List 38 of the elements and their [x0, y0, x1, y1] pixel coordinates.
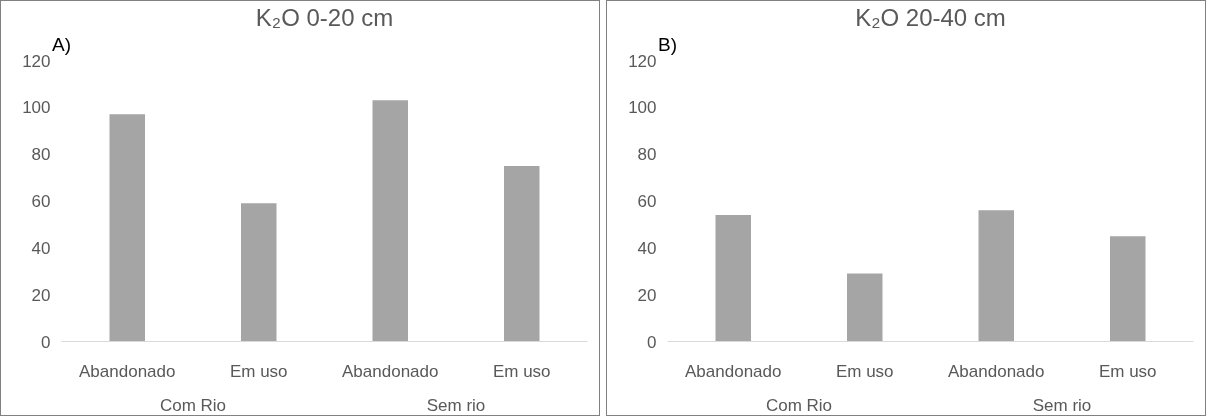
bar [504, 165, 540, 342]
x-tick-label: Abandonado [342, 361, 439, 381]
bar [109, 114, 145, 342]
bar [372, 100, 408, 342]
y-tick-label: 100 [22, 98, 51, 118]
x-tick-label: Em uso [835, 361, 894, 381]
y-tick-label: 20 [31, 285, 51, 305]
x-tick-label: Em uso [492, 361, 551, 381]
y-tick-label: 60 [637, 192, 657, 211]
y-tick-label: 80 [637, 145, 657, 165]
y-tick-label: 20 [637, 285, 657, 305]
text: Com Rio [159, 395, 227, 415]
y-tick-label: 120 [22, 51, 51, 71]
x-tick-label: Abandonado [79, 361, 176, 381]
x-tick-label: Abandonado [685, 361, 782, 381]
bar [715, 215, 751, 342]
y-tick-label: 0 [41, 332, 51, 352]
text: Sem rio [1032, 395, 1092, 415]
text: Com Rio [765, 395, 833, 415]
text: B) [658, 33, 677, 55]
chart-title: K₂O 0-20 cm [255, 3, 394, 31]
y-tick-label: 60 [31, 192, 51, 211]
bar [241, 203, 277, 342]
y-tick-label: 40 [637, 238, 657, 258]
y-tick-label: 80 [31, 145, 51, 165]
y-tick-label: 100 [628, 98, 657, 118]
x-tick-label: Em uso [1098, 361, 1157, 381]
bar [978, 210, 1014, 342]
x-tick-label: Em uso [229, 361, 288, 381]
text: A) [52, 33, 71, 55]
chart-title: K₂O 20-40 cm [855, 3, 1006, 31]
y-tick-label: 0 [647, 332, 657, 352]
x-tick-label: Abandonado [948, 361, 1045, 381]
text: Sem rio [426, 395, 486, 415]
y-tick-label: 40 [31, 238, 51, 258]
bar [1110, 236, 1146, 342]
y-tick-label: 120 [628, 51, 657, 71]
bar [847, 273, 883, 342]
